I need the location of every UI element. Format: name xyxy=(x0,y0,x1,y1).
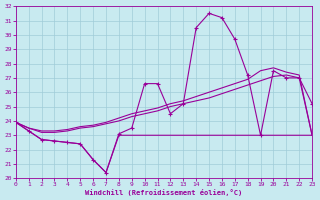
X-axis label: Windchill (Refroidissement éolien,°C): Windchill (Refroidissement éolien,°C) xyxy=(85,189,243,196)
